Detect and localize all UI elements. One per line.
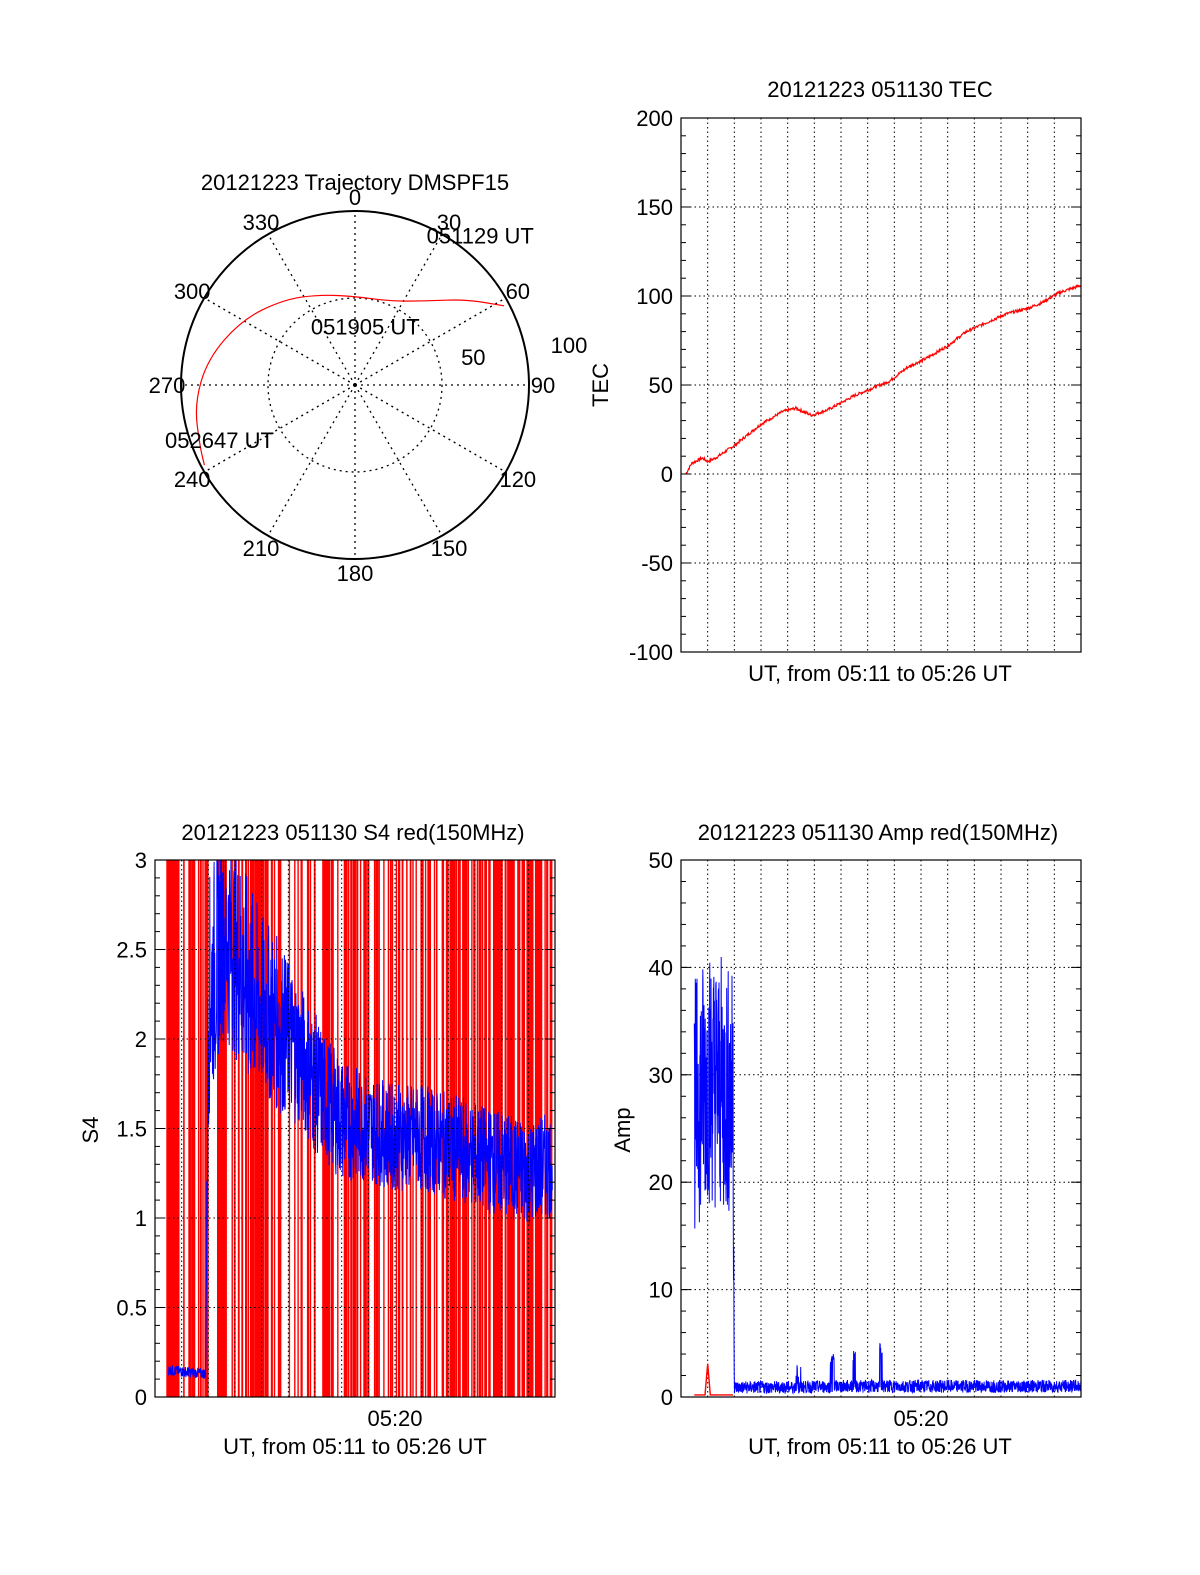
- tec-series: [685, 284, 1082, 475]
- polar-spoke: [354, 233, 443, 386]
- annotation-mid-time: 051905 UT: [311, 315, 420, 340]
- y-tick-label: 0.5: [116, 1296, 147, 1321]
- y-tick-label: 200: [636, 106, 673, 131]
- polar-grid: [181, 211, 529, 559]
- y-tick-label: 30: [649, 1063, 673, 1088]
- polar-spoke: [354, 297, 507, 386]
- y-tick-label: 20: [649, 1170, 673, 1195]
- y-tick-label: 100: [636, 284, 673, 309]
- azimuth-label-210: 210: [243, 536, 280, 561]
- azimuth-label-0: 0: [349, 185, 361, 210]
- azimuth-label-180: 180: [337, 561, 374, 586]
- azimuth-label-240: 240: [174, 467, 211, 492]
- polar-spoke: [354, 384, 443, 537]
- y-tick-label: 10: [649, 1278, 673, 1303]
- s4-y-ticks: 3 2.5 2 1.5 1 0.5 0: [116, 848, 555, 1410]
- amp-frame: [680, 859, 1082, 1398]
- y-tick-label: 40: [649, 955, 673, 980]
- y-tick-label: -100: [629, 640, 673, 665]
- s4-grid: [155, 860, 555, 1397]
- x-tick-label: 05:20: [367, 1406, 422, 1431]
- azimuth-label-330: 330: [243, 210, 280, 235]
- trajectory-title: 20121223 Trajectory DMSPF15: [201, 170, 509, 195]
- y-tick-label: -50: [641, 551, 673, 576]
- y-tick-label: 150: [636, 195, 673, 220]
- amp-series: [693, 956, 1082, 1396]
- y-tick-label: 3: [135, 848, 147, 873]
- amp-blue-line: [693, 956, 1082, 1395]
- y-tick-label: 50: [649, 848, 673, 873]
- amp-red-line: [694, 1363, 733, 1396]
- polar-spoke: [354, 384, 507, 473]
- tec-plot: 20121223 051130 TEC 200150100500-50-100 …: [588, 77, 1082, 686]
- y-tick-label: 2.5: [116, 938, 147, 963]
- amp-title: 20121223 051130 Amp red(150MHz): [698, 820, 1058, 845]
- s4-blue-line: [167, 859, 553, 1379]
- polar-spoke: [267, 233, 356, 386]
- azimuth-label-270: 270: [149, 373, 186, 398]
- amp-grid: [681, 860, 1081, 1397]
- s4-plot: 20121223 051130 S4 red(150MHz) 3 2.5 2 1.5 1…: [78, 820, 556, 1459]
- s4-y-label: S4: [78, 1117, 103, 1144]
- s4-title: 20121223 051130 S4 red(150MHz): [181, 820, 524, 845]
- amp-x-label: UT, from 05:11 to 05:26 UT: [748, 1434, 1012, 1459]
- annotation-start-time: 051129 UT: [427, 224, 534, 249]
- y-tick-label: 1.5: [116, 1117, 147, 1142]
- azimuth-labels: 0 30 60 90 120 150 180 210 240 270 300 330: [149, 185, 556, 586]
- y-tick-label: 2: [135, 1027, 147, 1052]
- y-tick-label: 0: [661, 462, 673, 487]
- x-tick-label: 05:20: [893, 1406, 948, 1431]
- radius-label-50: 50: [461, 345, 485, 370]
- polar-outer-ring: [180, 210, 530, 560]
- annotation-end-time: 052647 UT: [165, 428, 274, 453]
- amp-plot: 20121223 051130 Amp red(150MHz) 50 40 30 20…: [610, 820, 1082, 1459]
- amp-x-ticks: 05:20: [893, 1406, 948, 1431]
- radius-label-100: 100: [551, 333, 588, 358]
- polar-spoke: [203, 297, 356, 386]
- trajectory-plot: 20121223 Trajectory DMSPF15 0 30 60 90 120 15…: [149, 170, 588, 586]
- tec-series-line: [685, 284, 1082, 475]
- azimuth-label-120: 120: [499, 467, 536, 492]
- polar-spoke: [267, 384, 356, 537]
- tec-y-ticks: 200 150 100 50 0 -50 -100: [629, 106, 1081, 665]
- polar-ring-50: [267, 297, 443, 473]
- tec-title: 20121223 051130 TEC: [767, 77, 993, 102]
- y-tick-label: 50: [649, 373, 673, 398]
- azimuth-label-60: 60: [506, 279, 530, 304]
- trajectory-track-line: [195, 294, 505, 466]
- amp-y-label: Amp: [610, 1107, 635, 1152]
- tec-x-label: UT, from 05:11 to 05:26 UT: [748, 661, 1012, 686]
- polar-spoke: [203, 384, 356, 473]
- tec-y-label: TEC: [588, 363, 613, 407]
- tec-grid: [681, 118, 1081, 652]
- s4-x-ticks: 05:20: [367, 1406, 422, 1431]
- y-tick-label: 0: [661, 1385, 673, 1410]
- azimuth-label-30: 30: [437, 210, 461, 235]
- s4-x-label: UT, from 05:11 to 05:26 UT: [223, 1434, 487, 1459]
- amp-y-ticks: 50 40 30 20 10 0: [649, 848, 1081, 1410]
- azimuth-label-300: 300: [174, 279, 211, 304]
- s4-series: [166, 859, 553, 1397]
- y-tick-label: 1: [135, 1206, 147, 1231]
- azimuth-label-150: 150: [431, 536, 468, 561]
- azimuth-label-90: 90: [531, 373, 555, 398]
- y-tick-label: 0: [135, 1385, 147, 1410]
